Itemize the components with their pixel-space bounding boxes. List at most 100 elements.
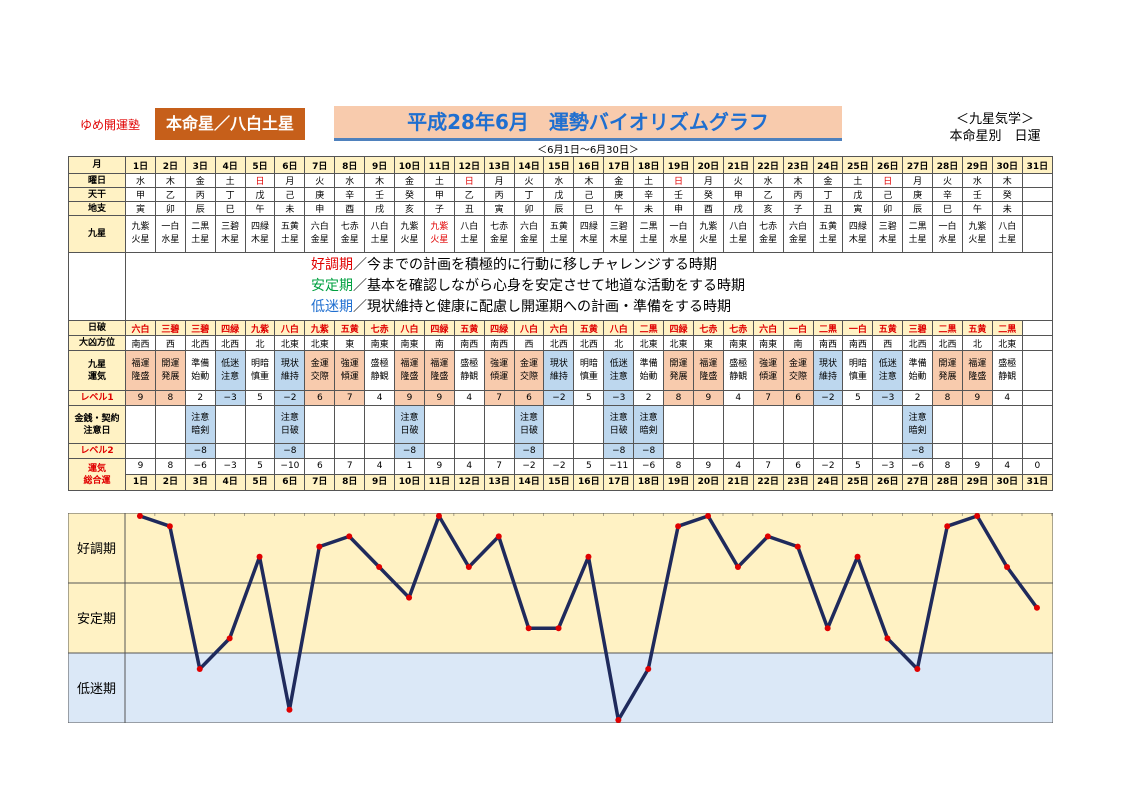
daikyo-cell: 北 xyxy=(961,335,993,351)
level1-cell: 9 xyxy=(692,390,724,406)
daikyo-cell: 南西 xyxy=(483,335,515,351)
daikyo-cell: 北西 xyxy=(902,335,934,351)
row-label-tenkan: 天干 xyxy=(67,187,127,202)
kinsen-cell: 注意 日破 xyxy=(274,405,306,444)
row-label-level2: レベル2 xyxy=(67,443,127,459)
weekday-cell: 金 xyxy=(603,173,635,188)
sogo-cell: 9 29日 xyxy=(961,458,993,491)
day-header: 29日 xyxy=(961,156,993,174)
chishi-cell: 巳 xyxy=(932,201,963,216)
level2-cell xyxy=(364,443,396,459)
sogo-day: 19日 xyxy=(664,475,693,490)
unki-cell: 開運 発展 xyxy=(663,350,694,391)
chishi-cell: 辰 xyxy=(902,201,934,216)
day-header: 31日 xyxy=(1021,156,1054,174)
sogo-day: 26日 xyxy=(873,475,902,490)
unki-cell: 強運 傾運 xyxy=(483,350,515,391)
day-header: 19日 xyxy=(663,156,694,174)
unki-cell: 低迷 注意 xyxy=(872,350,904,391)
data-point xyxy=(406,594,413,601)
weekday-cell xyxy=(1021,173,1054,188)
sogo-cell: −2 14日 xyxy=(513,458,545,491)
sogo-cell: −3 4日 xyxy=(214,458,246,491)
weekday-cell: 土 xyxy=(633,173,665,188)
sogo-value: −3 xyxy=(216,460,245,475)
unki-cell: 福運 隆盛 xyxy=(125,350,156,391)
day-header: 16日 xyxy=(573,156,605,174)
sogo-value: 9 xyxy=(126,460,155,475)
chishi-cell: 寅 xyxy=(842,201,874,216)
data-point xyxy=(914,666,921,672)
sogo-day: 30日 xyxy=(993,475,1022,490)
daikyo-cell: 西 xyxy=(513,335,545,351)
level2-cell xyxy=(573,443,605,459)
level2-cell xyxy=(872,443,904,459)
kyusei-cell xyxy=(1021,215,1054,253)
sogo-value: 6 xyxy=(784,460,813,475)
hasai-cell: 三碧 xyxy=(154,320,186,336)
data-point xyxy=(824,625,831,632)
sogo-day: 31日 xyxy=(1023,475,1052,490)
zone-label-box xyxy=(67,652,126,724)
kinsen-cell xyxy=(782,405,814,444)
hasai-cell: 六白 xyxy=(752,320,784,336)
level1-cell: 9 xyxy=(125,390,156,406)
data-point xyxy=(286,706,293,713)
kyusei-sub-label: 本命星別 日運 xyxy=(949,129,1041,144)
kyusei-cell: 七赤 金星 xyxy=(752,215,784,253)
tenkan-cell: 丁 xyxy=(812,187,844,202)
row-label-kinsen: 金銭・契約 注意日 xyxy=(67,405,127,444)
daikyo-cell xyxy=(1021,335,1054,351)
unki-cell: 明暗 慎重 xyxy=(842,350,874,391)
hasai-cell: 六白 xyxy=(125,320,156,336)
sogo-day: 11日 xyxy=(425,475,454,490)
daikyo-cell: 北 xyxy=(603,335,635,351)
weekday-cell: 火 xyxy=(513,173,545,188)
sogo-value: 7 xyxy=(485,460,514,475)
level2-cell: −8 xyxy=(902,443,934,459)
zone-label-box xyxy=(67,512,126,584)
sogo-day: 17日 xyxy=(604,475,633,490)
sogo-cell: 4 12日 xyxy=(453,458,485,491)
kyusei-cell: 二黒 土星 xyxy=(902,215,934,253)
sogo-day: 23日 xyxy=(784,475,813,490)
unki-cell: 金運 交際 xyxy=(513,350,545,391)
level1-cell: 4 xyxy=(453,390,485,406)
data-point xyxy=(226,635,233,642)
level2-cell xyxy=(244,443,276,459)
level1-cell: 7 xyxy=(752,390,784,406)
row-label-kyusei: 九星 xyxy=(67,215,127,253)
sogo-day: 4日 xyxy=(216,475,245,490)
tenkan-cell: 庚 xyxy=(304,187,336,202)
sogo-day: 18日 xyxy=(634,475,663,490)
level1-cell: 8 xyxy=(154,390,186,406)
sogo-value: 4 xyxy=(455,460,484,475)
tenkan-cell: 辛 xyxy=(633,187,665,202)
biorhythm-chart: 好調期 安定期 低迷期 xyxy=(67,512,1054,724)
legend-blank-label xyxy=(67,252,127,321)
data-point xyxy=(316,543,323,550)
sogo-cell: 4 9日 xyxy=(364,458,396,491)
sogo-day: 6日 xyxy=(275,475,304,490)
sogo-cell: 7 13日 xyxy=(483,458,515,491)
sogo-cell: 8 28日 xyxy=(932,458,963,491)
hasai-cell: 五黄 xyxy=(573,320,605,336)
weekday-cell: 木 xyxy=(364,173,396,188)
chishi-cell: 戌 xyxy=(722,201,754,216)
sogo-value: −11 xyxy=(604,460,633,475)
sogo-cell: −6 3日 xyxy=(184,458,216,491)
kinsen-cell xyxy=(543,405,575,444)
kinsen-cell xyxy=(722,405,754,444)
level1-cell: 6 xyxy=(513,390,545,406)
hasai-cell: 九紫 xyxy=(304,320,336,336)
kinsen-cell xyxy=(663,405,694,444)
sogo-cell: −10 6日 xyxy=(274,458,306,491)
day-header: 12日 xyxy=(453,156,485,174)
sogo-cell: −11 17日 xyxy=(603,458,635,491)
level1-cell: 9 xyxy=(394,390,425,406)
unki-cell: 現状 維持 xyxy=(274,350,306,391)
tenkan-cell: 戊 xyxy=(842,187,874,202)
kyusei-cell: 一白 水星 xyxy=(154,215,186,253)
sogo-day: 7日 xyxy=(305,475,334,490)
chishi-cell: 亥 xyxy=(394,201,425,216)
